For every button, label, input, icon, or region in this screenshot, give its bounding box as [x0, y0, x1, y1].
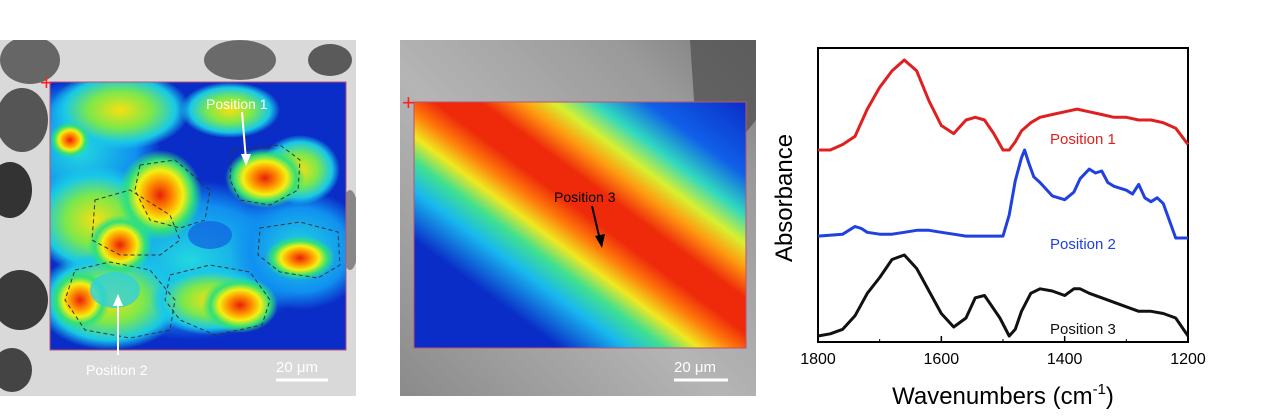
- map-panel-a: + Position 1 Position 2 20 μm: [0, 40, 356, 396]
- chemical-map-b: [413, 101, 747, 349]
- x-tick-label: 1600: [924, 351, 960, 368]
- label-position-3: Position 3: [554, 189, 616, 205]
- arrow-position-3: [591, 205, 605, 248]
- scalebar-label-b: 20 μm: [674, 359, 716, 376]
- legend-label-1: Position 1: [1050, 131, 1116, 148]
- x-axis-label-base: Wavenumbers (cm: [892, 383, 1092, 410]
- origin-marker-b: +: [402, 90, 415, 115]
- series-line-position-3: [817, 253, 1190, 338]
- series-line-position-1: [818, 58, 1190, 152]
- x-axis-label-close: ): [1106, 383, 1114, 410]
- series-line-position-2: [817, 148, 1188, 240]
- x-tick-label: 1800: [800, 351, 836, 368]
- map-frame: [49, 81, 347, 351]
- origin-marker: +: [40, 70, 53, 95]
- arrow-position-1: [241, 111, 251, 166]
- legend-label-2: Position 2: [1050, 236, 1116, 253]
- map-panel-b: + Position 3 20 μm: [400, 40, 756, 396]
- label-position-2: Position 2: [86, 362, 148, 378]
- chemical-map-a: [50, 82, 346, 350]
- x-axis-label: Wavenumbers (cm-1): [892, 381, 1114, 410]
- legend-labels: Position 1 Position 2 Position 3: [1050, 131, 1116, 338]
- series-lines: [817, 58, 1190, 338]
- x-axis-ticks: 1800 1600 1400 1200: [800, 336, 1206, 368]
- arrow-position-2: [113, 294, 123, 355]
- y-axis-label: Absorbance: [771, 134, 798, 262]
- x-axis-label-exp: -1: [1093, 381, 1106, 398]
- particle-outlines: [64, 144, 341, 339]
- legend-label-3: Position 3: [1050, 321, 1116, 338]
- x-tick-label: 1400: [1047, 351, 1083, 368]
- scalebar-label-a: 20 μm: [276, 359, 318, 376]
- x-tick-label: 1200: [1170, 351, 1206, 368]
- label-position-1: Position 1: [206, 96, 268, 112]
- plot-frame: [817, 47, 1189, 343]
